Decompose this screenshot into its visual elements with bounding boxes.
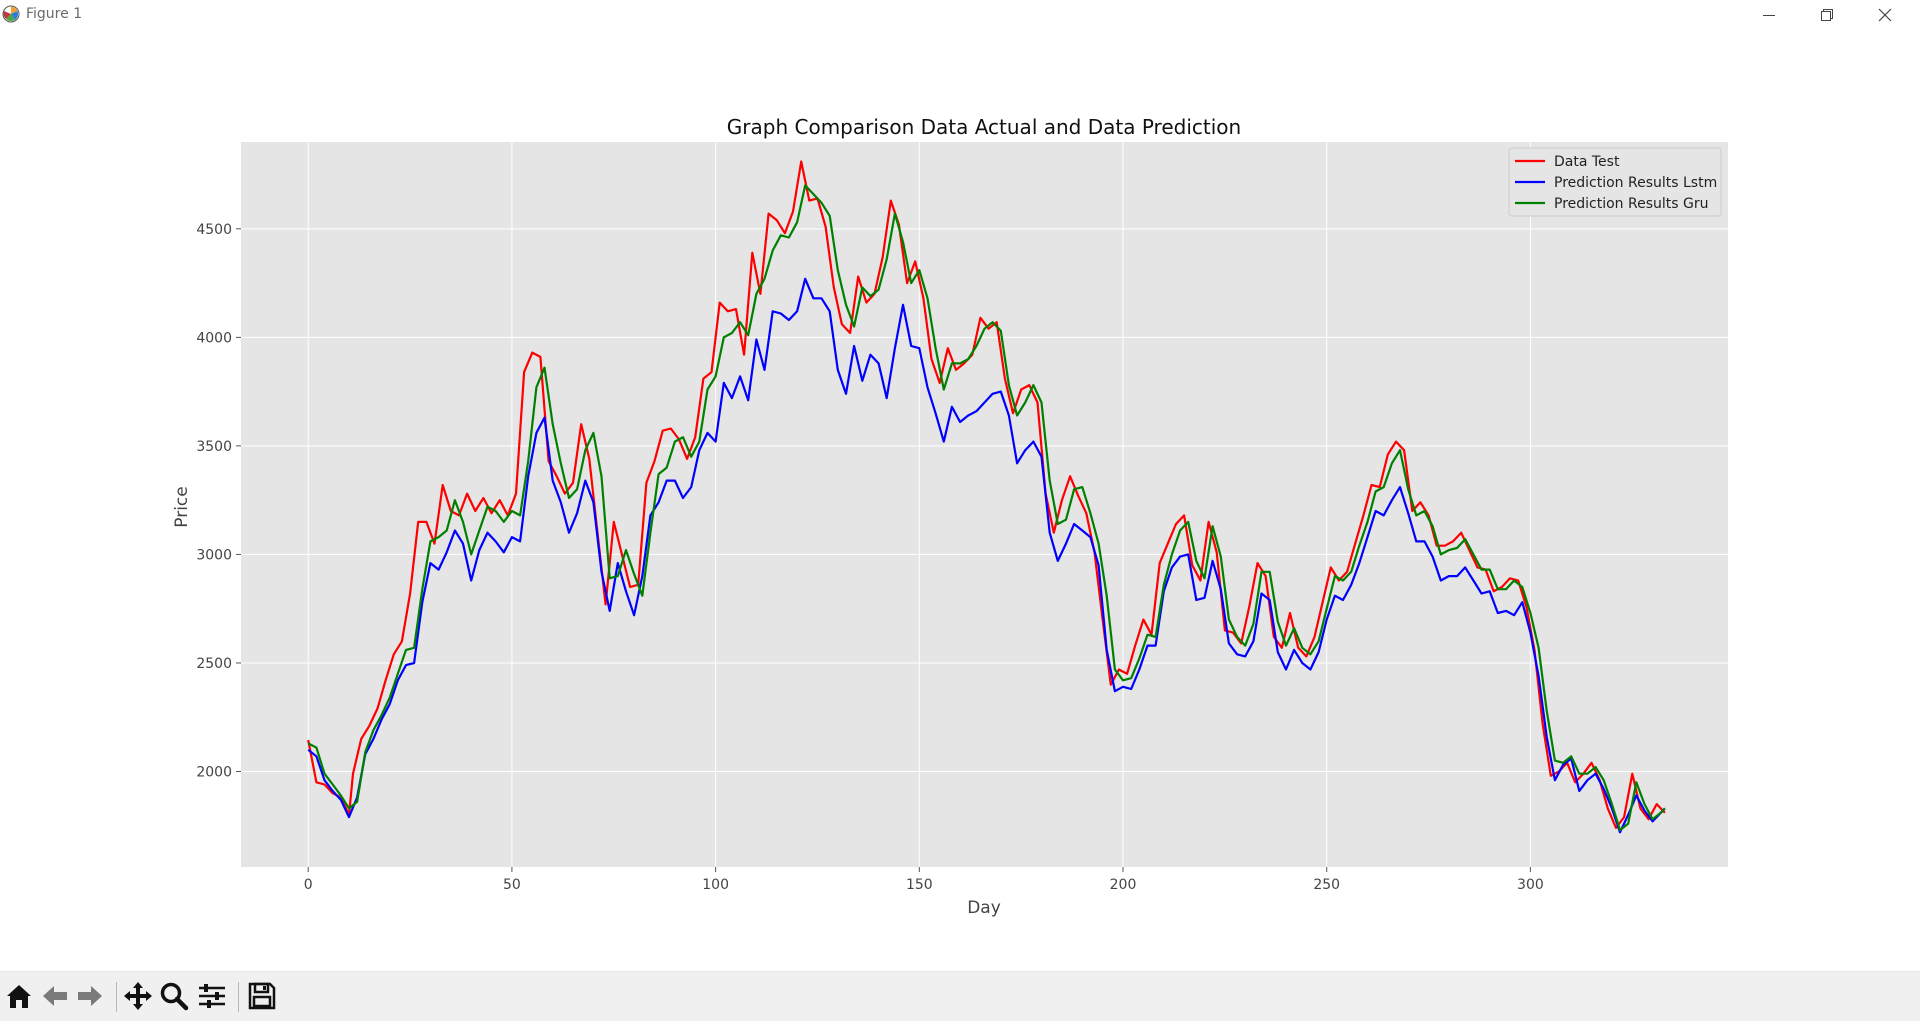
floppy-disk-icon [248,982,276,1010]
y-tick-label: 4500 [196,222,232,238]
close-icon [1878,8,1892,22]
x-axis-label: Day [967,898,1001,918]
y-tick-label: 3000 [196,547,232,563]
series-line-prediction-results-lstm [307,277,1666,834]
navigation-toolbar [0,971,1920,1021]
y-tick-label: 2500 [196,656,232,672]
y-axis-label: Price [172,486,192,527]
x-tick-label: 250 [1313,877,1340,893]
home-icon [7,985,31,1008]
toolbar-separator [238,982,239,1012]
window-title: Figure 1 [26,6,83,22]
zoom-button[interactable] [158,980,190,1012]
legend-label-data-test: Data Test [1554,154,1620,170]
save-button[interactable] [246,980,278,1012]
x-tick-label: 100 [702,877,729,893]
plot-lines [307,160,1666,834]
chart-title: Graph Comparison Data Actual and Data Pr… [727,115,1241,139]
configure-subplots-button[interactable] [196,980,228,1012]
home-button[interactable] [3,980,35,1012]
move-icon [124,982,152,1010]
x-tick-label: 150 [906,877,933,893]
window-titlebar: Figure 1 [0,0,1920,30]
axes-background [241,142,1728,867]
close-button[interactable] [1864,2,1908,28]
matplotlib-logo-icon [2,5,20,23]
y-tick-label: 2000 [196,764,232,780]
forward-button[interactable] [74,980,106,1012]
toolbar-separator [116,982,117,1012]
figure-canvas[interactable]: 0 50 100 150 200 250 300 2000 2500 3000 3500 4000 4… [0,0,1920,970]
legend-label-prediction-results-lstm: Prediction Results Lstm [1554,175,1717,191]
minimize-icon [1763,15,1775,16]
series-line-prediction-results-gru [307,184,1666,832]
minimize-button[interactable] [1748,2,1792,28]
legend-box [1508,147,1722,217]
pan-button[interactable] [122,980,154,1012]
y-tick-label: 4000 [196,330,232,346]
magnifier-icon [160,982,189,1011]
sliders-icon [199,984,225,1008]
legend-label-prediction-results-gru: Prediction Results Gru [1554,196,1708,212]
x-tick-label: 50 [503,877,521,893]
y-axis-ticks: 2000 2500 3000 3500 4000 4500 [196,222,241,780]
x-tick-label: 0 [304,877,313,893]
y-tick-label: 3500 [196,439,232,455]
restore-button[interactable] [1806,2,1850,28]
legend: Data Test Prediction Results Lstm Predicti… [1508,147,1722,217]
arrow-right-icon [78,986,102,1006]
arrow-left-icon [43,986,67,1006]
back-button[interactable] [39,980,71,1012]
restore-icon [1821,9,1833,21]
x-axis-ticks: 0 50 100 150 200 250 300 [304,867,1544,893]
x-tick-label: 300 [1517,877,1544,893]
x-tick-label: 200 [1110,877,1137,893]
